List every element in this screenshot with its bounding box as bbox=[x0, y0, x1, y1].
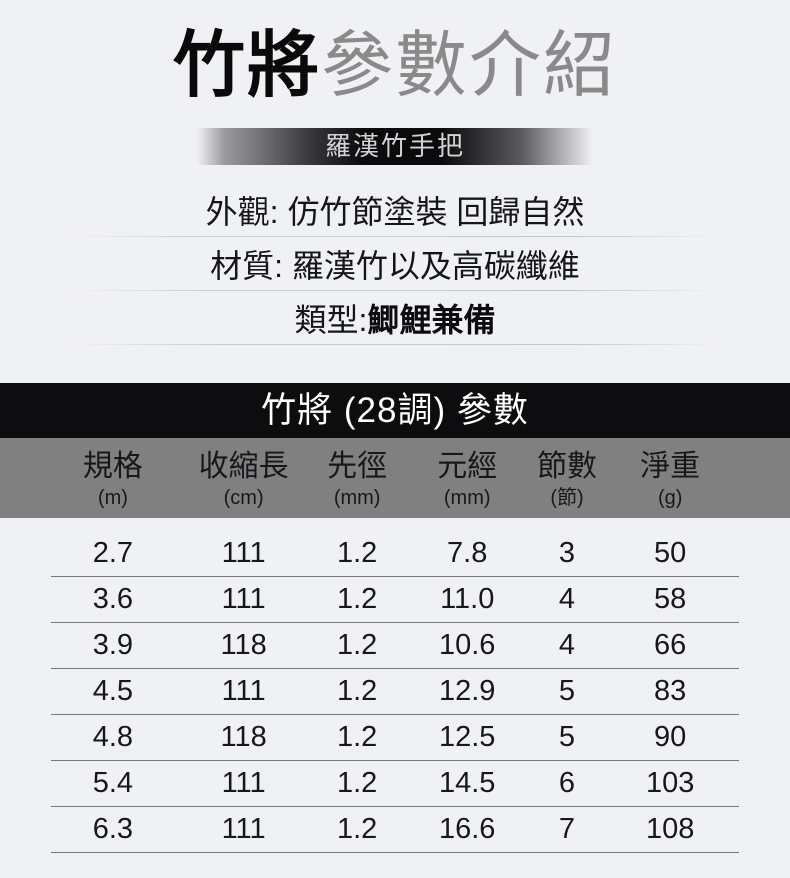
spec-summary-list: 外觀: 仿竹節塗裝 回歸自然 材質: 羅漢竹以及高碳纖維類型:鯽鯉兼備 bbox=[0, 193, 790, 345]
column-name: 節數 bbox=[536, 450, 597, 483]
table-cell: 2.7 bbox=[92, 537, 134, 569]
column-unit: (m) bbox=[97, 487, 128, 509]
table-cell: 50 bbox=[654, 537, 687, 569]
column-unit: (mm) bbox=[443, 487, 491, 509]
table-title-bar: 竹將 (28調) 參數 bbox=[0, 383, 790, 438]
table-cell: 12.5 bbox=[438, 721, 496, 753]
table-cell: 111 bbox=[221, 813, 266, 845]
column-unit: (g) bbox=[657, 487, 683, 509]
spec-line: 類型:鯽鯉兼備 bbox=[73, 301, 717, 345]
table-cell: 3 bbox=[558, 537, 576, 569]
table-row: 6.3 111 1.2 16.6 7 108 bbox=[51, 807, 739, 853]
table-row: 3.9 118 1.2 10.6 4 66 bbox=[51, 623, 739, 669]
header-cell: 淨重 (g) bbox=[601, 448, 739, 510]
column-name: 規格 bbox=[82, 450, 143, 483]
table-cell: 4.5 bbox=[92, 675, 134, 707]
table-cell: 11.0 bbox=[440, 583, 495, 615]
table-row: 4.8 118 1.2 12.5 5 90 bbox=[51, 715, 739, 761]
table-cell: 7.8 bbox=[447, 537, 488, 569]
table-cell: 7 bbox=[558, 813, 576, 845]
brand-name: 竹將 bbox=[172, 26, 321, 106]
handle-material-banner: 羅漢竹手把 bbox=[197, 128, 593, 165]
table-cell: 1.2 bbox=[336, 583, 378, 615]
table-cell: 118 bbox=[220, 629, 267, 661]
header-cell: 規格 (m) bbox=[51, 448, 175, 510]
table-row: 3.6 111 1.2 11.0 4 58 bbox=[51, 577, 739, 623]
table-cell: 118 bbox=[220, 721, 267, 753]
column-unit: (cm) bbox=[223, 487, 264, 509]
table-cell: 83 bbox=[654, 675, 687, 707]
column-name: 收縮長 bbox=[198, 450, 289, 483]
table-cell: 16.6 bbox=[438, 813, 496, 845]
table-cell: 111 bbox=[221, 583, 266, 615]
column-name: 先徑 bbox=[327, 450, 388, 483]
table-cell: 14.5 bbox=[438, 767, 496, 799]
table-row: 5.4 111 1.2 14.5 6 103 bbox=[51, 761, 739, 807]
table-cell: 5.4 bbox=[92, 767, 134, 799]
table-cell: 12.9 bbox=[438, 675, 496, 707]
table-cell: 108 bbox=[645, 813, 695, 845]
table-cell: 6 bbox=[558, 767, 576, 799]
table-cell: 111 bbox=[221, 675, 266, 707]
table-cell: 6.3 bbox=[92, 813, 134, 845]
table-cell: 3.6 bbox=[92, 583, 134, 615]
table-cell: 5 bbox=[558, 675, 576, 707]
page-title: 竹將參數介紹 bbox=[0, 30, 790, 102]
spec-line: 外觀: 仿竹節塗裝 回歸自然 bbox=[73, 193, 717, 237]
spec-text: 外觀: 仿竹節塗裝 回歸自然 bbox=[205, 194, 585, 230]
table-header-row: 規格 (m) 收縮長 (cm) 先徑 (mm) 元經 (mm) 節數 (節) 淨重 (g) bbox=[51, 438, 739, 510]
table-cell: 1.2 bbox=[336, 721, 378, 753]
table-row: 2.7 111 1.2 7.8 3 50 bbox=[51, 531, 739, 577]
table-cell: 4 bbox=[558, 629, 576, 661]
table-cell: 111 bbox=[221, 537, 266, 569]
table-title: 竹將 (28調) 參數 bbox=[261, 391, 529, 430]
table-cell: 103 bbox=[645, 767, 695, 799]
table-cell: 1.2 bbox=[336, 813, 378, 845]
column-name: 元經 bbox=[437, 450, 498, 483]
table-cell: 5 bbox=[558, 721, 576, 753]
spec-text: 材質: 羅漢竹以及高碳纖維 bbox=[210, 248, 580, 284]
column-name: 淨重 bbox=[640, 450, 701, 483]
header-cell: 先徑 (mm) bbox=[312, 448, 401, 510]
table-cell: 111 bbox=[221, 767, 266, 799]
banner-label: 羅漢竹手把 bbox=[324, 131, 465, 161]
table-header: 規格 (m) 收縮長 (cm) 先徑 (mm) 元經 (mm) 節數 (節) 淨重 (g) bbox=[0, 438, 790, 518]
table-row: 4.5 111 1.2 12.9 5 83 bbox=[51, 669, 739, 715]
table-cell: 10.6 bbox=[438, 629, 496, 661]
table-cell: 58 bbox=[654, 583, 687, 615]
header-cell: 元經 (mm) bbox=[402, 448, 533, 510]
table-cell: 1.2 bbox=[336, 629, 378, 661]
table-cell: 4.8 bbox=[92, 721, 134, 753]
table-cell: 90 bbox=[654, 721, 687, 753]
table-cell: 3.9 bbox=[92, 629, 134, 661]
table-cell: 66 bbox=[654, 629, 687, 661]
table-cell: 4 bbox=[558, 583, 576, 615]
spec-text: 類型: bbox=[294, 302, 368, 338]
header-cell: 收縮長 (cm) bbox=[175, 448, 313, 510]
title-suffix: 參數介紹 bbox=[321, 26, 618, 106]
table-cell: 1.2 bbox=[336, 767, 378, 799]
column-unit: (mm) bbox=[333, 487, 381, 509]
spec-text-bold: 鯽鯉兼備 bbox=[367, 302, 496, 338]
table-cell: 1.2 bbox=[336, 537, 378, 569]
spec-line: 材質: 羅漢竹以及高碳纖維 bbox=[73, 247, 717, 291]
header-cell: 節數 (節) bbox=[533, 448, 602, 510]
column-unit: (節) bbox=[550, 487, 584, 509]
table-cell: 1.2 bbox=[336, 675, 378, 707]
table-body: 2.7 111 1.2 7.8 3 50 3.6 111 1.2 11.0 4 58 3.9 118 1.2… bbox=[0, 518, 790, 853]
